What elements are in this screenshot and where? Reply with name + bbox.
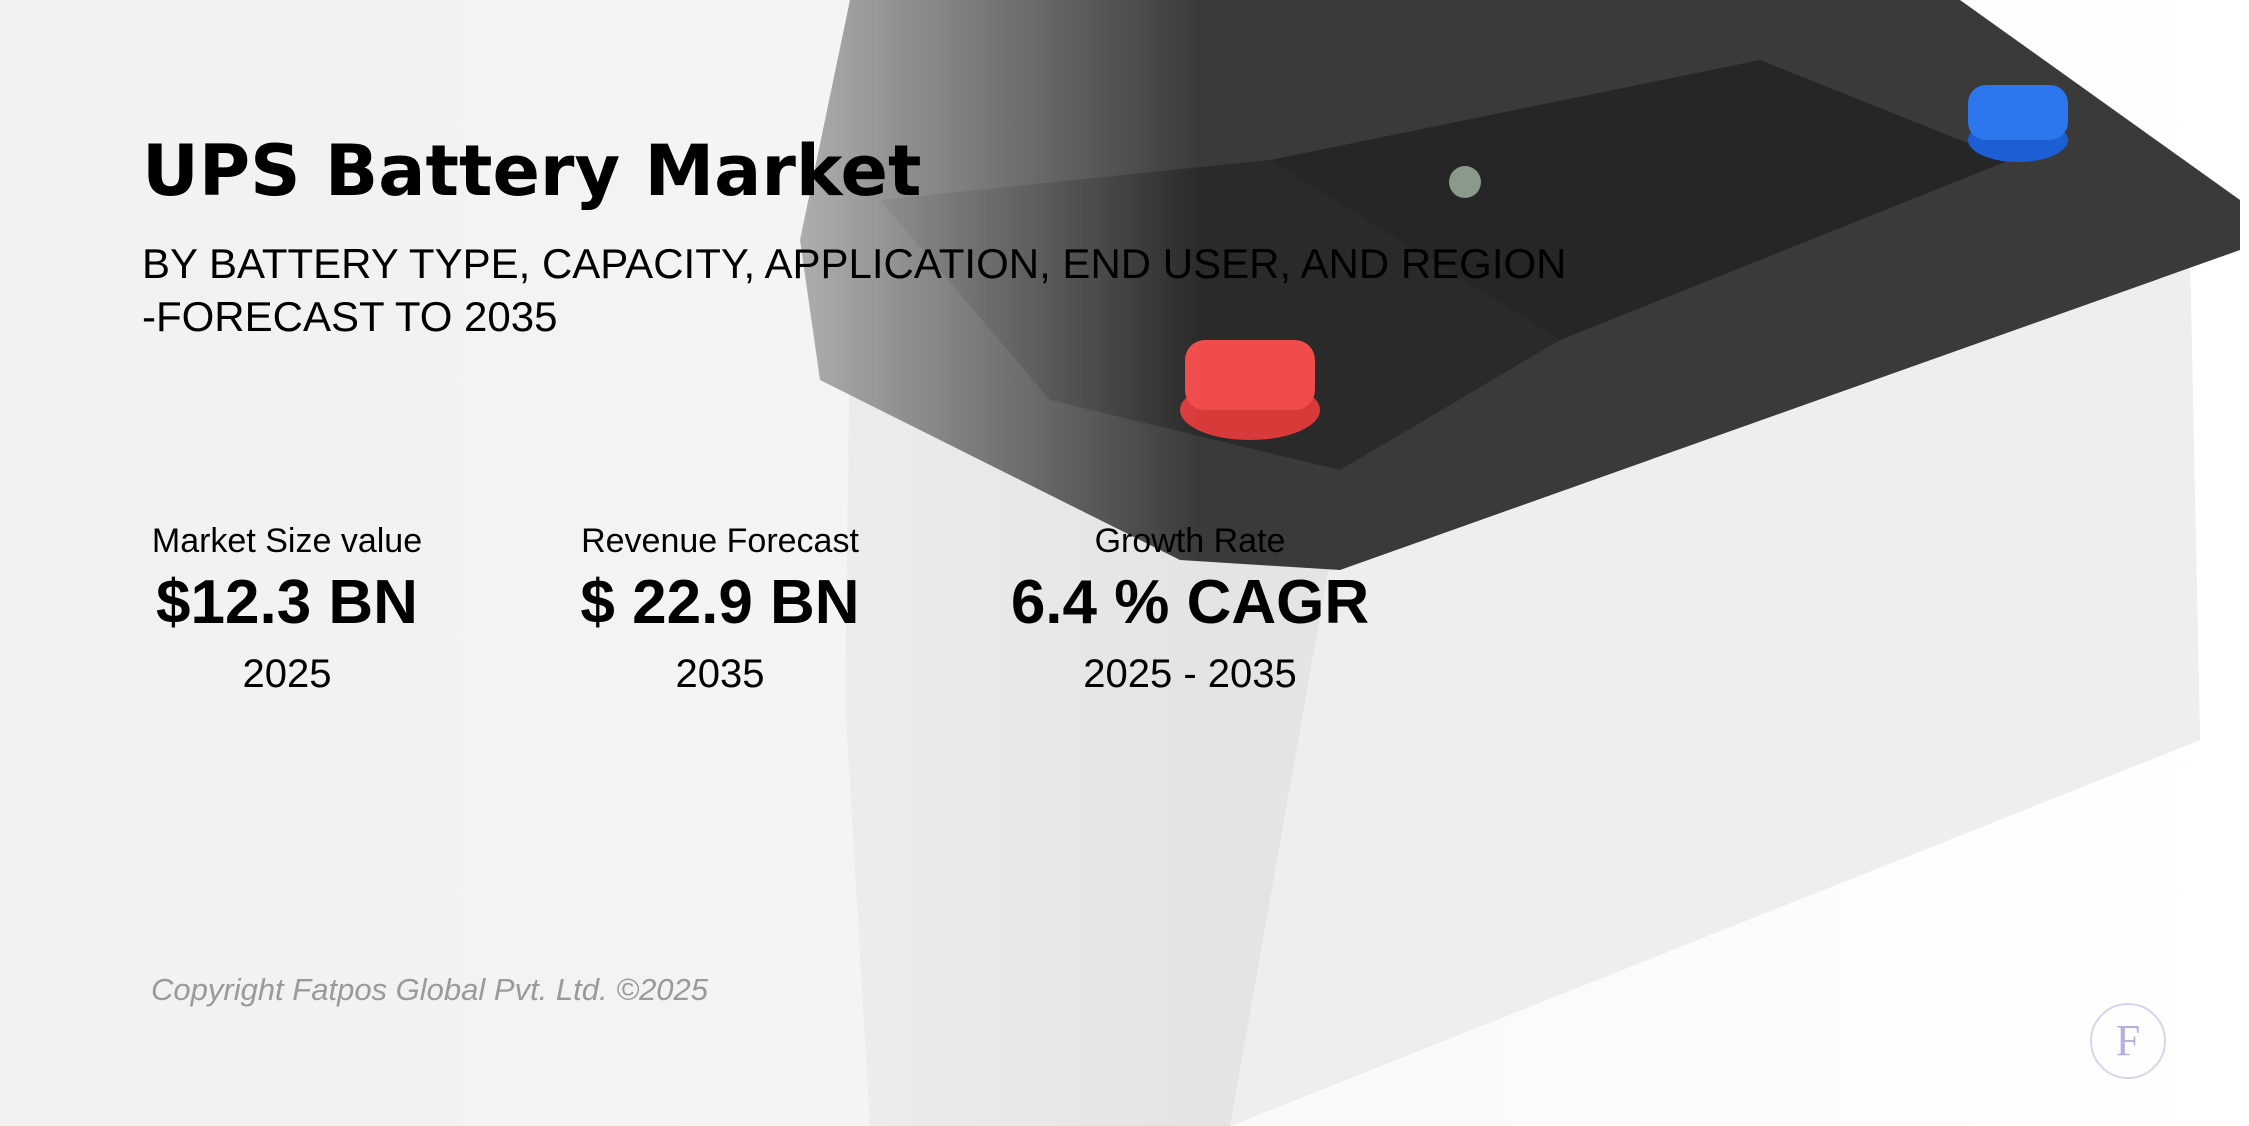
metric-label: Growth Rate [1094, 522, 1286, 560]
subtitle: -FORECAST TO 2035 [142, 293, 558, 340]
fade-overlay [0, 0, 1200, 1126]
metric-label: Revenue Forecast [581, 522, 859, 560]
indicator [1449, 166, 1481, 198]
metric-value: $ 22.9 BN [580, 568, 860, 637]
metric-period: 2025 - 2035 [1083, 652, 1297, 696]
title: UPS Battery Market [142, 130, 922, 212]
battery-side [1230, 260, 2200, 1126]
terminal-blue [1968, 85, 2068, 140]
metric: Growth Rate 6.4 % CAGR 2025 - 2035 [970, 522, 1410, 697]
logo: F [2090, 1003, 2166, 1079]
copyright: Copyright Fatpos Global Pvt. Ltd. ©2025 [151, 972, 709, 1007]
metric-period: 2025 [242, 652, 332, 696]
metric: Market Size value $12.3 BN 2025 [67, 522, 507, 697]
metric: Revenue Forecast $ 22.9 BN 2035 [500, 522, 940, 697]
metric-value: 6.4 % CAGR [1010, 568, 1370, 637]
metric-label: Market Size value [151, 522, 423, 560]
metric-value: $12.3 BN [156, 568, 418, 637]
terminal-red [1185, 340, 1315, 410]
subtitle: BY BATTERY TYPE, CAPACITY, APPLICATION, … [142, 240, 1567, 287]
metric-period: 2035 [675, 652, 765, 696]
lid-panel [1270, 60, 2010, 340]
